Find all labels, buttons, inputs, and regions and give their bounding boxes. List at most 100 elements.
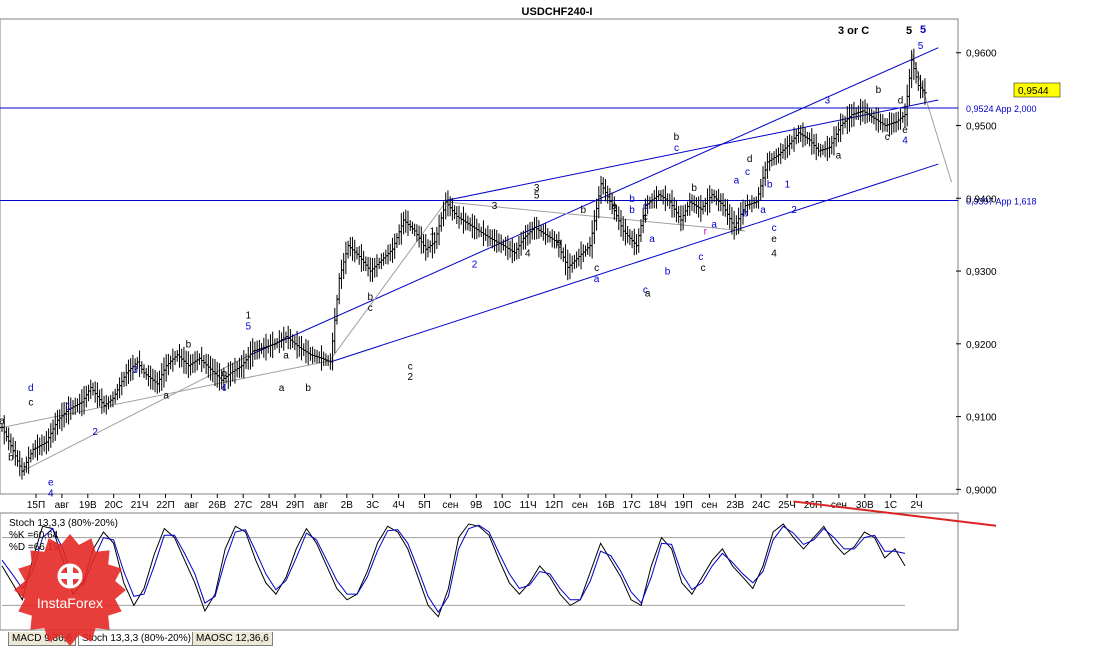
x-tick-label: 9В bbox=[470, 500, 483, 511]
wave-label: c bbox=[772, 223, 777, 234]
wave-label: 3 bbox=[492, 201, 498, 212]
x-tick-label: авг bbox=[184, 500, 199, 511]
wave-label: 4 bbox=[525, 249, 531, 260]
fib-levels: 0,9524 App 2,000 0,9397 App 1,618 bbox=[0, 104, 1037, 206]
y-tick-label: 0,9100 bbox=[966, 413, 997, 424]
wave-label: b bbox=[742, 208, 748, 219]
wave-label: b bbox=[629, 194, 635, 205]
x-tick-label: 5П bbox=[418, 500, 431, 511]
wave-label: a bbox=[836, 150, 842, 161]
x-tick-label: 17С bbox=[623, 500, 641, 511]
wave-label: 5 bbox=[534, 190, 540, 201]
wave-label: 1 bbox=[66, 401, 72, 412]
wave-label: 1 bbox=[785, 179, 791, 190]
instaforex-logo: InstaForex bbox=[14, 534, 126, 646]
wave-label: b bbox=[629, 205, 635, 216]
x-tick-label: 19В bbox=[79, 500, 97, 511]
wave-label: e bbox=[771, 234, 777, 245]
x-tick-label: авг bbox=[314, 500, 329, 511]
y-tick-label: 0,9400 bbox=[966, 194, 997, 205]
wave-label: c bbox=[643, 285, 648, 296]
grey-trend-3 bbox=[445, 201, 746, 232]
wave-label: 1 bbox=[245, 310, 251, 321]
wave-label: c bbox=[643, 201, 648, 212]
x-tick-label: 28Ч bbox=[260, 500, 278, 511]
wave-label: 3 bbox=[132, 365, 138, 376]
wave-label: 2 bbox=[791, 205, 797, 216]
x-tick-label: сен bbox=[701, 500, 717, 511]
wave-label: a bbox=[283, 350, 289, 361]
price-bars bbox=[0, 48, 927, 480]
x-tick-label: сен bbox=[572, 500, 588, 511]
wave-label: 1 bbox=[430, 227, 436, 238]
logo-brand-text: InstaForex bbox=[37, 595, 103, 611]
wave-label: b bbox=[8, 452, 14, 463]
y-tick-label: 0,9000 bbox=[966, 485, 997, 496]
wave-label: d bbox=[28, 383, 34, 394]
wave-label: a bbox=[279, 383, 285, 394]
x-tick-label: 30В bbox=[856, 500, 874, 511]
wave-label: c bbox=[368, 303, 373, 314]
wave-label: 4 bbox=[771, 249, 777, 260]
wave-label: a bbox=[556, 238, 562, 249]
x-tick-label: 11Ч bbox=[520, 500, 537, 511]
level-1618-label: 0,9397 App 1,618 bbox=[966, 196, 1037, 206]
wave-label-5-blue: 5 bbox=[920, 24, 926, 36]
x-tick-label: 26П bbox=[804, 500, 822, 511]
stoch-panel-frame bbox=[0, 512, 959, 631]
wave-label: c bbox=[594, 263, 599, 274]
wave-label: a bbox=[711, 219, 717, 230]
stoch-d-line bbox=[1, 524, 906, 614]
price-axis: 0,9600 0,9500 0,9400 0,9300 0,9200 0,9100 0,90… bbox=[956, 49, 997, 496]
x-tick-label: 4Ч bbox=[392, 500, 404, 511]
tab-maosc[interactable]: MAOSC 12,36,6 bbox=[192, 632, 273, 646]
wave-label: b bbox=[186, 339, 192, 350]
wave-label: 5 bbox=[918, 41, 924, 52]
wave-label: d bbox=[898, 96, 904, 107]
chart-title: USDCHF240-I bbox=[522, 6, 593, 18]
x-tick-label: авг bbox=[55, 500, 70, 511]
x-tick-label: 2Ч bbox=[910, 500, 922, 511]
main-chart-frame bbox=[0, 18, 959, 495]
logo-badge-shape bbox=[14, 534, 126, 646]
upper-channel-line bbox=[250, 47, 939, 356]
x-tick-label: 2В bbox=[341, 500, 354, 511]
wave-label: c bbox=[408, 361, 413, 372]
grey-trend-2 bbox=[329, 201, 447, 361]
wave-label: d bbox=[747, 154, 753, 165]
wave-label: a bbox=[649, 234, 655, 245]
wave-label: b bbox=[305, 383, 311, 394]
y-tick-label: 0,9200 bbox=[966, 340, 997, 351]
wave-label: 5 bbox=[245, 321, 251, 332]
x-tick-label: 12П bbox=[545, 500, 563, 511]
x-tick-label: 18Ч bbox=[649, 500, 667, 511]
wave-label: b bbox=[665, 267, 671, 278]
wave-label: c bbox=[745, 167, 750, 178]
level-2000-label: 0,9524 App 2,000 bbox=[966, 104, 1037, 114]
wave-label: e bbox=[902, 125, 908, 136]
wave-label: a bbox=[734, 176, 740, 187]
stoch-red-trend-line bbox=[793, 500, 997, 527]
wave-label: 2 bbox=[92, 427, 98, 438]
wave-label: e bbox=[48, 478, 54, 489]
wave-label: b bbox=[368, 292, 374, 303]
x-tick-label: сен bbox=[831, 500, 847, 511]
wave-label: 4 bbox=[902, 136, 908, 147]
wave-label: c bbox=[221, 369, 226, 380]
x-tick-label: 24С bbox=[752, 500, 770, 511]
x-tick-label: 29П bbox=[286, 500, 304, 511]
time-axis: 15П авг 19В 20С 21Ч 22П авг 26В 27С 28Ч 29П авг 2В 3С… bbox=[27, 494, 923, 511]
wave-label: a bbox=[760, 205, 766, 216]
wave-label: c bbox=[885, 132, 890, 143]
wave-label: a bbox=[645, 289, 651, 300]
wave-label: c bbox=[698, 252, 703, 263]
wave-label: 3 bbox=[825, 96, 831, 107]
x-tick-label: сен bbox=[442, 500, 458, 511]
y-tick-label: 0,9500 bbox=[966, 122, 997, 133]
x-tick-label: 27С bbox=[234, 500, 252, 511]
price-badge-bg bbox=[1013, 82, 1061, 98]
wave-label-3-or-c: 3 or C bbox=[838, 25, 869, 37]
wave-label: a bbox=[163, 390, 169, 401]
wave-label: r bbox=[704, 227, 708, 238]
